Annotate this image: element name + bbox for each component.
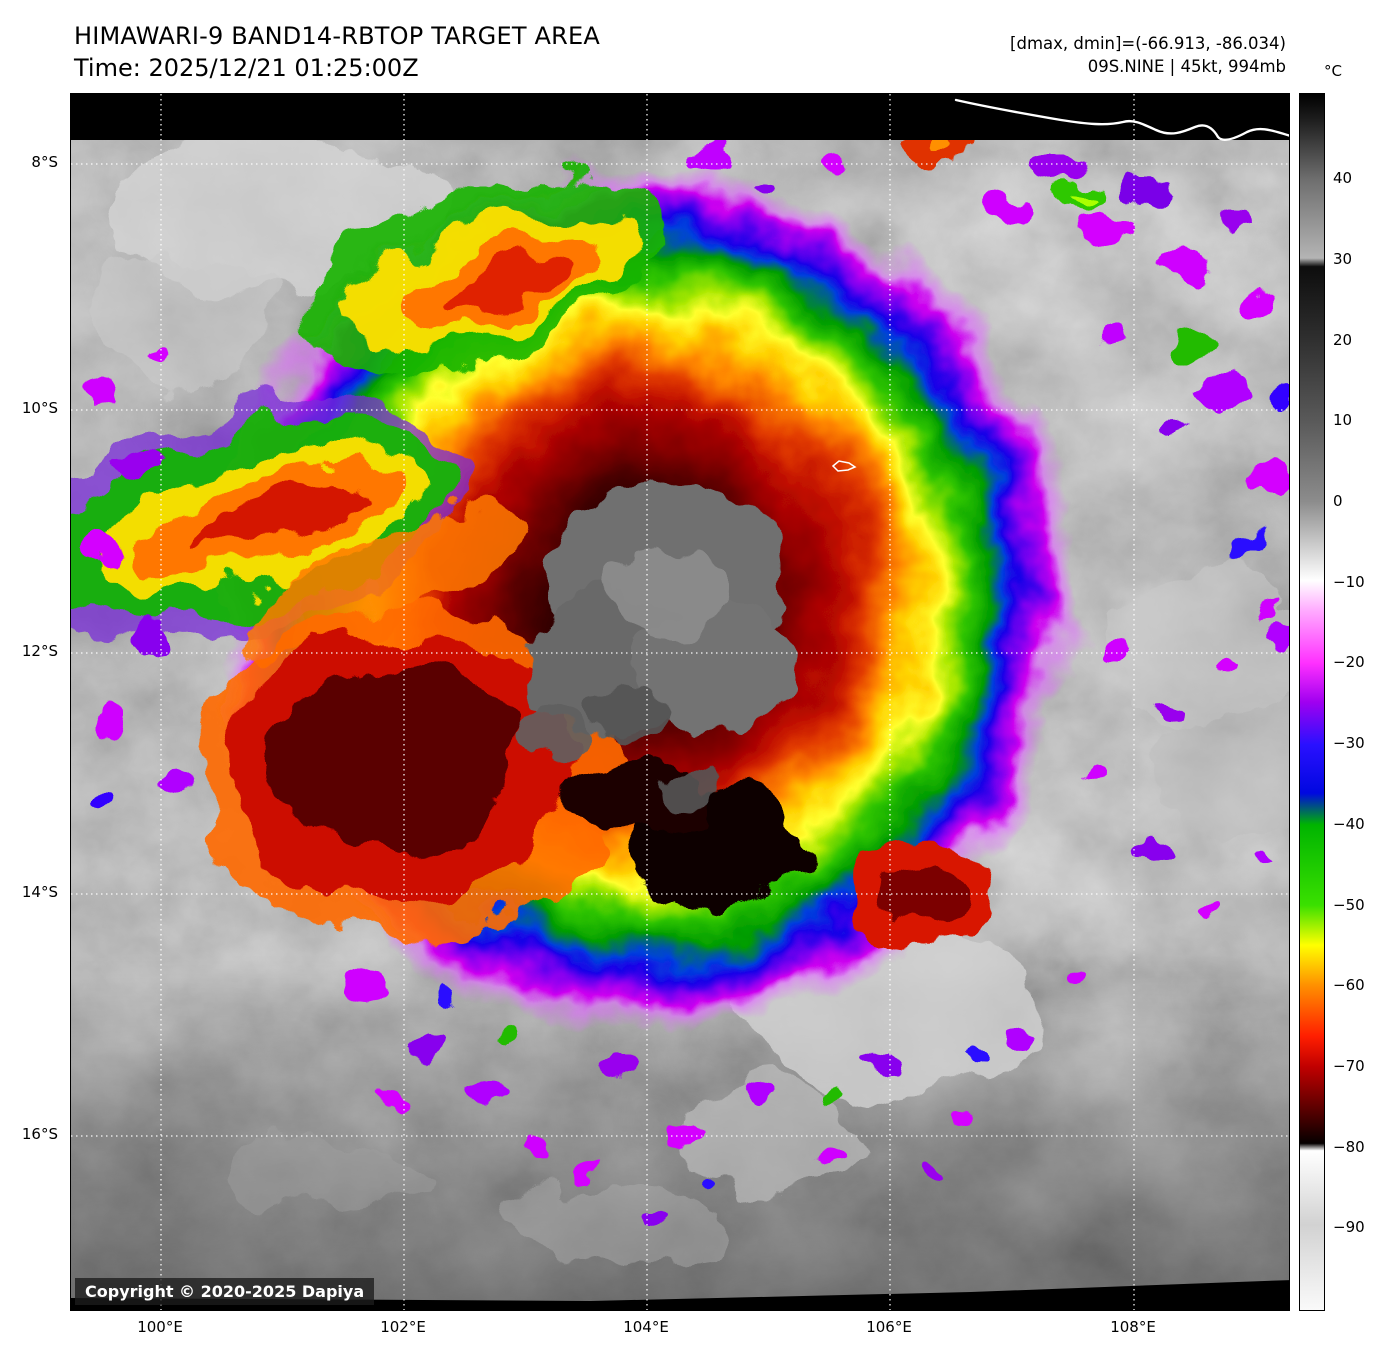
- colorbar-unit-label: °C: [1324, 62, 1342, 80]
- lat-tick-label: 12°S: [21, 642, 58, 660]
- lat-tick-label: 10°S: [21, 399, 58, 417]
- colorbar-tick-label: 40: [1333, 169, 1353, 187]
- colorbar-tick-label: −50: [1333, 896, 1365, 914]
- lon-axis: 100°E 102°E 104°E 106°E 108°E: [70, 1318, 1290, 1342]
- colorbar-tick-label: 10: [1333, 411, 1353, 429]
- colorbar-tick-label: −30: [1333, 734, 1365, 752]
- colorbar-tick-label: 20: [1333, 331, 1353, 349]
- colorbar-ticks: 40 30 20 10 0 −10 −20 −30 −40 −50 −60 −7…: [1333, 93, 1385, 1311]
- copyright-badge: Copyright © 2020-2025 Dapiya: [75, 1278, 375, 1305]
- page-title: HIMAWARI-9 BAND14-RBTOP TARGET AREA: [74, 22, 601, 50]
- colorbar-gradient: [1299, 93, 1325, 1311]
- lat-tick-label: 14°S: [21, 883, 58, 901]
- header-info: [dmax, dmin]=(-66.913, -86.034) 09S.NINE…: [1010, 32, 1286, 78]
- satellite-map: Copyright © 2020-2025 Dapiya: [70, 93, 1290, 1311]
- island-outline: [831, 460, 857, 472]
- colorbar-tick-label: −40: [1333, 815, 1365, 833]
- lat-tick-label: 8°S: [31, 153, 58, 171]
- dmax-dmin-readout: [dmax, dmin]=(-66.913, -86.034): [1010, 34, 1286, 53]
- lon-tick-label: 102°E: [380, 1318, 426, 1336]
- colorbar-tick-label: −60: [1333, 976, 1365, 994]
- gridlines: [71, 94, 1289, 1310]
- colorbar-tick-label: −80: [1333, 1138, 1365, 1156]
- colorbar-tick-label: −10: [1333, 573, 1365, 591]
- satellite-image: [71, 94, 1289, 1310]
- lon-tick-label: 104°E: [623, 1318, 669, 1336]
- colorbar-tick-label: 0: [1333, 492, 1343, 510]
- lat-axis: 8°S 10°S 12°S 14°S 16°S: [0, 93, 64, 1311]
- colorbar-tick-label: 30: [1333, 250, 1353, 268]
- colorbar-tick-label: −20: [1333, 653, 1365, 671]
- colorbar-tick-label: −70: [1333, 1057, 1365, 1075]
- cold-cloud-speckles: [76, 129, 1289, 1221]
- lat-tick-label: 16°S: [21, 1125, 58, 1143]
- timestamp: Time: 2025/12/21 01:25:00Z: [74, 54, 419, 82]
- colorbar-tick-label: −90: [1333, 1218, 1365, 1236]
- lon-tick-label: 100°E: [137, 1318, 183, 1336]
- coastline: [954, 98, 1289, 141]
- eye-region: [513, 476, 798, 806]
- lon-tick-label: 108°E: [1110, 1318, 1156, 1336]
- lon-tick-label: 106°E: [866, 1318, 912, 1336]
- storm-info: 09S.NINE | 45kt, 994mb: [1087, 57, 1286, 76]
- scan-edge-bands: [71, 94, 1289, 1310]
